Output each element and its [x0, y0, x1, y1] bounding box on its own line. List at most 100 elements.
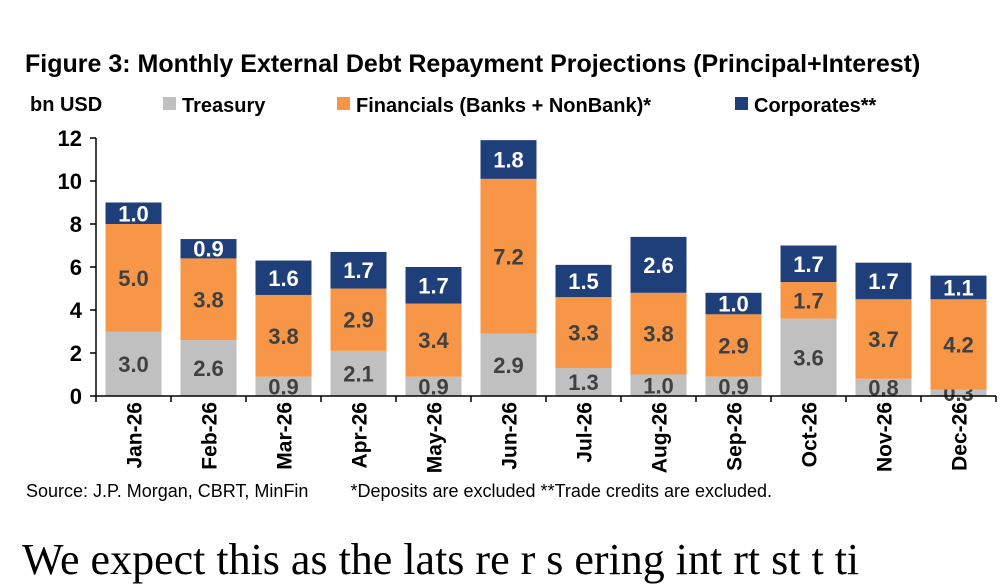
y-tick-label: 4 — [70, 298, 83, 323]
x-tick-label: Jan-26 — [124, 402, 147, 469]
source-text: Source: J.P. Morgan, CBRT, MinFin — [26, 481, 309, 501]
legend-label-corporates: Corporates** — [754, 95, 876, 117]
bar-financials — [780, 282, 837, 319]
data-label-treasury: 0.9 — [718, 374, 749, 399]
bar-financials — [855, 299, 912, 379]
y-tick-label: 0 — [70, 384, 82, 409]
bar-financials — [255, 294, 312, 377]
bar-corporates — [105, 202, 162, 224]
bar-corporates — [255, 260, 312, 295]
bar-treasury — [555, 368, 612, 396]
data-label-financials: 3.7 — [868, 327, 899, 352]
legend-label-treasury: Treasury — [182, 95, 266, 117]
data-label-treasury: 3.0 — [118, 352, 149, 377]
bar-treasury — [405, 376, 462, 396]
bar-corporates — [555, 264, 612, 298]
x-tick-label: May-26 — [424, 402, 447, 473]
y-tick-label: 10 — [58, 169, 82, 194]
data-label-financials: 3.8 — [643, 322, 674, 347]
data-label-treasury: 3.6 — [793, 345, 824, 370]
bar-treasury — [255, 376, 312, 396]
legend-swatch-financials — [337, 97, 350, 110]
data-label-treasury: 1.0 — [643, 373, 674, 398]
y-tick-label: 6 — [70, 255, 82, 280]
data-label-treasury: 1.3 — [568, 370, 599, 395]
legend-swatch-treasury — [163, 97, 176, 110]
data-label-financials: 3.3 — [568, 321, 599, 346]
legend: bn USD Treasury Financials (Banks + NonBan… — [30, 94, 876, 117]
bar-treasury — [180, 340, 237, 396]
bar-treasury — [705, 376, 762, 396]
bar-financials — [480, 178, 537, 334]
x-tick-label: Nov-26 — [874, 402, 897, 472]
y-axis-unit-label: bn USD — [30, 94, 102, 116]
x-tick-label: Apr-26 — [349, 402, 372, 469]
bar-corporates — [480, 140, 537, 179]
x-axis: Jan-26 Feb-26 Mar-26 Apr-26 May-26 Jun-26 Jul-… — [95, 395, 997, 473]
bar-treasury — [630, 374, 687, 396]
bar-corporates — [405, 267, 462, 304]
x-tick-label: Feb-26 — [199, 402, 222, 470]
bar-treasury — [855, 378, 912, 396]
bar-treasury — [105, 331, 162, 396]
data-label-corporates: 0.9 — [193, 237, 224, 262]
bar-corporates — [705, 292, 762, 315]
data-label-corporates: 1.7 — [793, 252, 824, 277]
data-label-corporates: 1.5 — [568, 269, 599, 294]
data-label-treasury: 0.9 — [268, 374, 299, 399]
data-label-financials: 1.7 — [793, 288, 824, 313]
bar-corporates — [180, 239, 237, 259]
chart-title: Figure 3: Monthly External Debt Repaymen… — [25, 50, 921, 78]
bar-corporates — [930, 275, 987, 300]
data-label-corporates: 1.0 — [118, 201, 149, 226]
x-tick-label: Dec-26 — [949, 402, 972, 471]
legend-swatch-corporates — [735, 97, 748, 110]
bar-corporates — [780, 245, 837, 283]
bars: 3.0 5.0 1.0 2.6 3.8 0.9 0.9 3.8 1.6 2.1 2.9 1.7 0.9 3… — [105, 140, 987, 406]
stacked-bar-chart: bn USD Treasury Financials (Banks + NonBan… — [30, 94, 997, 473]
bar-treasury — [480, 333, 537, 396]
data-label-treasury: 2.9 — [493, 353, 524, 378]
bar-financials — [930, 299, 987, 390]
bar-financials — [630, 292, 687, 375]
data-label-financials: 4.2 — [943, 332, 974, 357]
bar-treasury — [330, 350, 387, 396]
bar-corporates — [855, 262, 912, 300]
bar-corporates — [630, 236, 687, 293]
y-tick-label: 12 — [58, 126, 82, 151]
bar-financials — [405, 303, 462, 377]
y-tick-label: 8 — [70, 212, 82, 237]
data-label-corporates: 1.8 — [493, 148, 524, 173]
bar-treasury — [930, 389, 987, 396]
x-tick-label: Jul-26 — [574, 402, 597, 463]
data-label-treasury: 0.9 — [418, 374, 449, 399]
y-tick-label: 2 — [70, 341, 82, 366]
body-text-fragment: We expect this as the lats re r s ering … — [22, 535, 860, 584]
footnote-text: *Deposits are excluded **Trade credits a… — [350, 481, 773, 501]
data-label-treasury: 2.1 — [343, 361, 374, 386]
bar-corporates — [330, 251, 387, 289]
data-label-financials: 3.8 — [193, 287, 224, 312]
data-label-corporates: 1.7 — [868, 269, 899, 294]
bar-treasury — [780, 318, 837, 396]
data-label-financials: 5.0 — [118, 266, 149, 291]
data-label-corporates: 2.6 — [643, 253, 674, 278]
data-label-financials: 2.9 — [343, 308, 374, 333]
data-label-corporates: 1.7 — [418, 273, 449, 298]
bar-financials — [105, 224, 162, 332]
legend-label-financials: Financials (Banks + NonBank)* — [356, 95, 651, 117]
data-label-financials: 2.9 — [718, 333, 749, 358]
data-label-treasury: 2.6 — [193, 356, 224, 381]
x-tick-label: Jun-26 — [499, 402, 522, 470]
x-tick-label: Oct-26 — [799, 402, 822, 467]
bar-financials — [180, 258, 237, 341]
bar-financials — [555, 297, 612, 369]
x-tick-label: Aug-26 — [649, 402, 672, 473]
data-label-financials: 7.2 — [493, 244, 524, 269]
bar-financials — [705, 314, 762, 377]
source-note: Source: J.P. Morgan, CBRT, MinFin *Deposi… — [26, 481, 772, 502]
data-label-financials: 3.8 — [268, 324, 299, 349]
x-tick-label: Mar-26 — [274, 402, 297, 470]
data-label-financials: 3.4 — [418, 328, 449, 353]
bar-financials — [330, 288, 387, 351]
